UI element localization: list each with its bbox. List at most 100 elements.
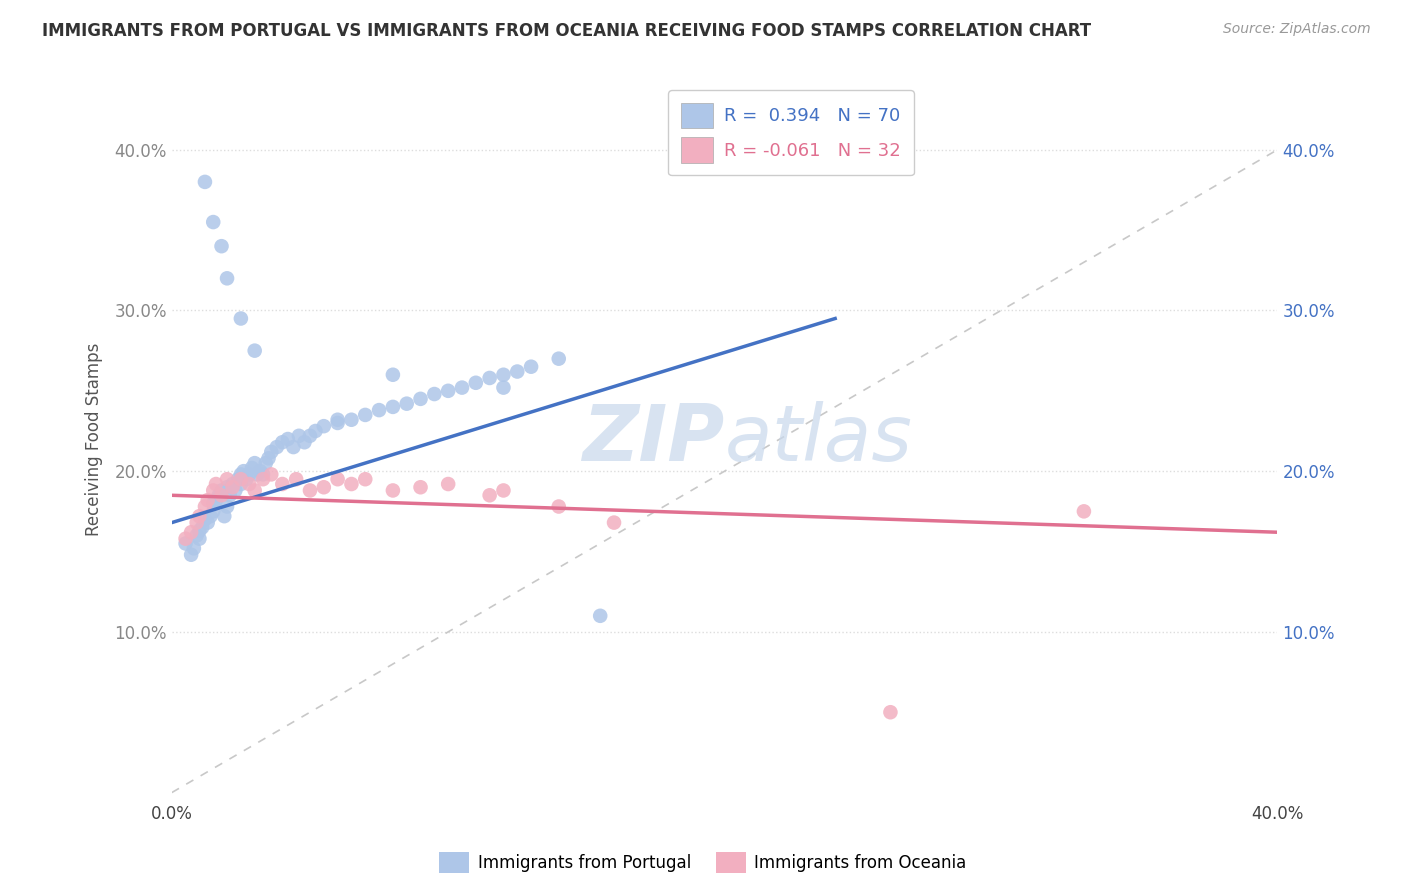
Point — [879, 705, 901, 719]
Point — [208, 488, 231, 502]
Point — [183, 541, 205, 556]
Point — [271, 435, 294, 450]
Point — [381, 483, 404, 498]
Point — [492, 483, 515, 498]
Point — [326, 416, 349, 430]
Point — [224, 483, 246, 498]
Point — [304, 424, 326, 438]
Point — [603, 516, 626, 530]
Point — [215, 480, 238, 494]
Point — [229, 477, 252, 491]
Point — [492, 368, 515, 382]
Point — [215, 500, 238, 514]
Point — [277, 432, 299, 446]
Point — [298, 483, 321, 498]
Point — [589, 608, 612, 623]
Point — [243, 456, 266, 470]
Point — [194, 512, 217, 526]
Point — [194, 500, 217, 514]
Point — [294, 435, 316, 450]
Point — [437, 477, 460, 491]
Point — [238, 467, 260, 482]
Point — [368, 403, 391, 417]
Point — [191, 520, 214, 534]
Point — [174, 532, 197, 546]
Point — [194, 175, 217, 189]
Point — [340, 413, 363, 427]
Point — [260, 445, 283, 459]
Point — [478, 371, 501, 385]
Point — [254, 456, 277, 470]
Point — [229, 472, 252, 486]
Point — [381, 368, 404, 382]
Point — [221, 480, 243, 494]
Point — [381, 400, 404, 414]
Point — [354, 472, 377, 486]
Point — [283, 440, 305, 454]
Point — [478, 488, 501, 502]
Point — [188, 532, 211, 546]
Point — [298, 429, 321, 443]
Point — [451, 381, 474, 395]
Text: atlas: atlas — [724, 401, 912, 477]
Point — [215, 271, 238, 285]
Point — [354, 408, 377, 422]
Point — [202, 215, 225, 229]
Point — [1073, 504, 1095, 518]
Point — [180, 548, 202, 562]
Point — [235, 472, 257, 486]
Text: Source: ZipAtlas.com: Source: ZipAtlas.com — [1223, 22, 1371, 37]
Point — [252, 467, 274, 482]
Point — [437, 384, 460, 398]
Point — [205, 493, 228, 508]
Point — [326, 413, 349, 427]
Point — [174, 536, 197, 550]
Point — [260, 467, 283, 482]
Point — [266, 440, 288, 454]
Point — [257, 451, 280, 466]
Point — [211, 239, 233, 253]
Point — [238, 477, 260, 491]
Point — [202, 483, 225, 498]
Point — [249, 464, 271, 478]
Point — [186, 516, 208, 530]
Point — [547, 351, 569, 366]
Legend: R =  0.394   N = 70, R = -0.061   N = 32: R = 0.394 N = 70, R = -0.061 N = 32 — [668, 90, 914, 176]
Point — [205, 477, 228, 491]
Point — [312, 419, 335, 434]
Point — [218, 488, 240, 502]
Point — [215, 472, 238, 486]
Point — [288, 429, 311, 443]
Point — [229, 311, 252, 326]
Point — [202, 504, 225, 518]
Legend: Immigrants from Portugal, Immigrants from Oceania: Immigrants from Portugal, Immigrants fro… — [433, 846, 973, 880]
Point — [232, 464, 254, 478]
Point — [186, 528, 208, 542]
Point — [243, 483, 266, 498]
Point — [312, 480, 335, 494]
Point — [547, 500, 569, 514]
Point — [202, 496, 225, 510]
Point — [464, 376, 486, 390]
Point — [506, 365, 529, 379]
Point — [243, 343, 266, 358]
Point — [229, 467, 252, 482]
Point — [326, 472, 349, 486]
Point — [188, 524, 211, 538]
Point — [188, 509, 211, 524]
Text: ZIP: ZIP — [582, 401, 724, 477]
Y-axis label: Receiving Food Stamps: Receiving Food Stamps — [86, 343, 103, 536]
Point — [211, 483, 233, 498]
Point — [211, 488, 233, 502]
Point — [395, 397, 418, 411]
Text: IMMIGRANTS FROM PORTUGAL VS IMMIGRANTS FROM OCEANIA RECEIVING FOOD STAMPS CORREL: IMMIGRANTS FROM PORTUGAL VS IMMIGRANTS F… — [42, 22, 1091, 40]
Point — [423, 387, 446, 401]
Point — [340, 477, 363, 491]
Point — [492, 381, 515, 395]
Point — [246, 467, 269, 482]
Point — [240, 461, 263, 475]
Point — [409, 480, 432, 494]
Point — [252, 472, 274, 486]
Point — [520, 359, 543, 374]
Point — [409, 392, 432, 406]
